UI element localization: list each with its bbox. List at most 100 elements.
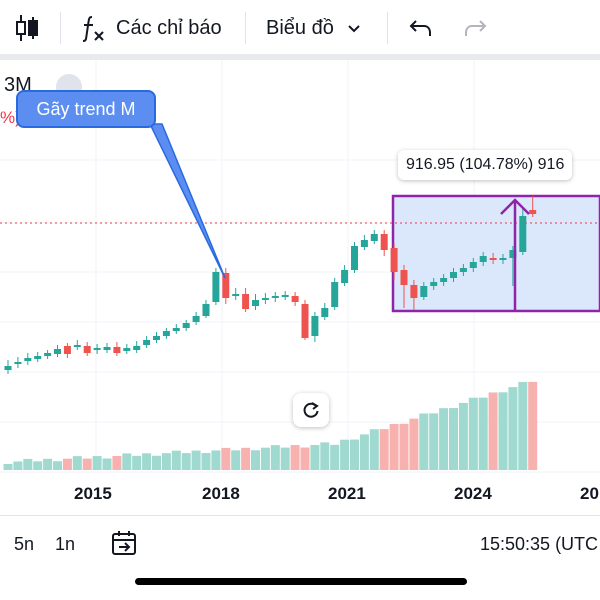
undo-icon [409, 20, 431, 36]
volume-bar [389, 423, 399, 470]
candle-body [54, 349, 61, 354]
candle-body [469, 262, 477, 268]
candle-type-button[interactable] [14, 8, 40, 48]
candle-body [172, 328, 180, 331]
volume-bar [201, 453, 211, 470]
candle-body [321, 308, 329, 317]
calendar-goto-icon [112, 531, 136, 555]
interval-5n-button[interactable]: 5n [14, 534, 35, 554]
volume-bar [23, 458, 33, 470]
volume-bar [310, 444, 320, 470]
volume-bar [518, 382, 528, 470]
candle-body [479, 256, 487, 262]
price-chart[interactable] [0, 60, 600, 515]
candle-body [360, 240, 368, 247]
callout-pointer [148, 123, 226, 279]
candle-body [83, 346, 91, 353]
toolbar-separator [0, 54, 600, 60]
redo-button[interactable] [462, 8, 488, 48]
chart-type-dropdown[interactable]: Biểu đồ [266, 8, 364, 48]
candle-body [420, 286, 428, 297]
candle-body [192, 316, 200, 322]
volume-bar [53, 461, 62, 470]
candle-body [351, 246, 358, 270]
candle-body [202, 304, 210, 316]
volume-bar [488, 392, 498, 470]
volume-bar [102, 458, 112, 470]
candle-body [162, 331, 170, 336]
candle-body [242, 294, 250, 309]
volume-bar [429, 413, 439, 470]
chevron-down-icon [348, 25, 360, 33]
undo-button[interactable] [408, 8, 434, 48]
volume-bar [340, 439, 350, 470]
candle-body [232, 294, 240, 296]
toolbar-divider [245, 12, 246, 44]
x-axis-label: 2021 [328, 484, 366, 503]
candle-body [410, 285, 418, 298]
candle-body [380, 234, 388, 250]
volume-bar [152, 455, 161, 470]
candle-body [4, 366, 12, 370]
volume-bar [211, 450, 221, 470]
volume-bar [508, 387, 518, 470]
callout-annotation[interactable]: Gãy trend M [16, 90, 156, 128]
go-to-date-button[interactable] [110, 528, 140, 563]
volume-bar [62, 458, 72, 470]
candle-body [182, 323, 190, 328]
volume-bar [241, 447, 251, 470]
volume-bar [300, 447, 310, 470]
volume-bar [369, 429, 379, 470]
interval-1n-button[interactable]: 1n [55, 534, 76, 554]
redo-icon [465, 20, 487, 36]
volume-bar [191, 450, 201, 470]
volume-bar [181, 453, 191, 470]
volume-bar [419, 413, 429, 470]
volume-bar [3, 464, 13, 470]
function-fx-icon [82, 16, 104, 42]
volume-bar [132, 455, 142, 470]
volume-bar [260, 447, 270, 470]
candle-body [331, 282, 339, 307]
top-toolbar: Các chỉ báo Biểu đồ [0, 0, 600, 56]
x-axis-label: 2024 [454, 484, 492, 503]
candle-body [34, 356, 42, 359]
candle-body [44, 353, 52, 356]
candle-body [271, 296, 279, 298]
candlestick-icon [16, 15, 38, 41]
candle-body [489, 258, 497, 260]
volume-bar [270, 445, 280, 470]
candle-body [261, 298, 269, 300]
candle-body [252, 300, 259, 306]
price-range-box[interactable] [391, 194, 600, 313]
volume-bar [112, 455, 122, 470]
candle-body [133, 346, 141, 350]
candle-body [529, 210, 537, 214]
volume-bar [478, 397, 488, 470]
candle-body [370, 234, 378, 241]
home-indicator [135, 578, 467, 585]
clock-timezone-label[interactable]: 15:50:35 (UTC [480, 534, 599, 554]
candle-body [390, 248, 398, 272]
volume-bar [290, 445, 300, 470]
volume-bar [13, 461, 23, 470]
candle-body [24, 358, 32, 361]
refresh-icon [303, 402, 319, 418]
chart-pane[interactable] [0, 60, 600, 515]
candle-body [341, 270, 349, 283]
candle-body [459, 268, 467, 272]
volume-bar [409, 418, 419, 470]
volume-bar [221, 447, 231, 470]
candle-body [73, 345, 81, 347]
volume-bar [399, 423, 409, 470]
measure-label: 916.95 (104.78%) 916 [398, 150, 573, 180]
volume-bar [33, 461, 43, 470]
x-axis-label: 2015 [74, 484, 112, 503]
volume-bar [72, 456, 82, 470]
volume-bar [320, 442, 330, 470]
reset-chart-button[interactable] [293, 393, 329, 427]
bottom-bar: 5n 1n 15:50:35 (UTC [0, 515, 600, 571]
indicators-button[interactable]: Các chỉ báo [80, 8, 222, 48]
volume-bar [449, 408, 458, 470]
volume-bar [231, 450, 241, 470]
